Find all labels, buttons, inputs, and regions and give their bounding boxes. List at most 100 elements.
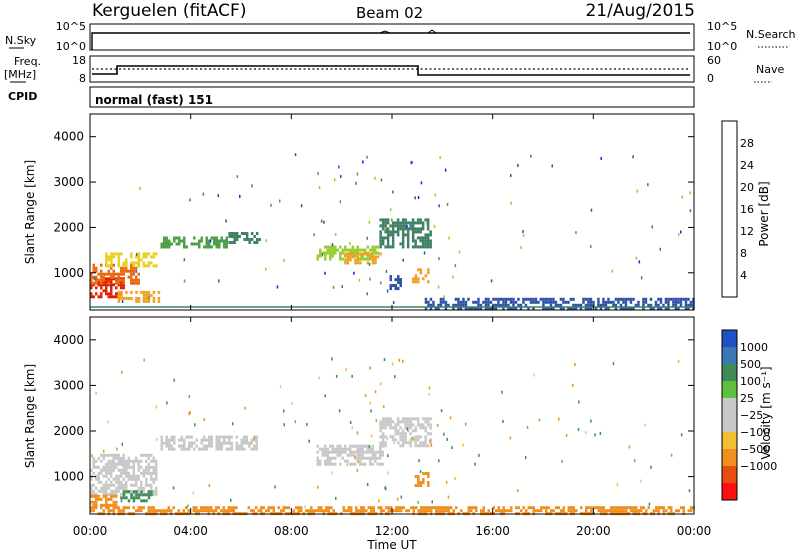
power-cell <box>132 266 135 270</box>
velocity-cell <box>450 506 453 510</box>
velocity-cell <box>475 506 478 510</box>
power-cell <box>117 278 120 282</box>
power-cell <box>419 218 422 222</box>
velocity-cell <box>349 447 352 451</box>
station-title: Kerguelen (fitACF) <box>92 1 246 21</box>
velocity-cell <box>371 447 374 451</box>
velocity-cell <box>412 509 415 513</box>
velocity-cell <box>359 459 362 463</box>
power-cell <box>559 306 563 310</box>
power-cell <box>331 245 334 249</box>
power-cell <box>462 303 465 307</box>
power-cell <box>147 290 151 294</box>
power-cell <box>401 242 405 246</box>
velocity-echo <box>335 374 338 378</box>
power-cell <box>509 300 513 304</box>
power-cell <box>120 272 123 276</box>
velocity-cell <box>392 509 395 513</box>
power-cell <box>539 297 543 301</box>
power-cell <box>689 300 693 304</box>
power-cell <box>381 227 385 231</box>
velocity-cell <box>396 432 400 436</box>
power-cell <box>386 230 390 234</box>
power-cell <box>619 297 623 301</box>
velocity-cell <box>280 509 283 513</box>
velocity-cell <box>245 441 248 445</box>
power-cell <box>512 303 515 307</box>
velocity-cell <box>397 506 400 510</box>
power-cell <box>582 297 585 301</box>
power-cell <box>100 263 103 267</box>
power-cell <box>659 300 663 304</box>
velocity-cell <box>395 506 398 510</box>
velocity-cell <box>409 441 412 445</box>
power-cell <box>672 303 675 307</box>
velocity-cell <box>404 423 407 427</box>
power-cell <box>406 227 410 231</box>
velocity-cell <box>152 471 155 475</box>
power-cell <box>135 275 138 279</box>
power-cell <box>637 303 640 307</box>
velocity-cell <box>122 509 125 513</box>
velocity-cell <box>90 489 93 493</box>
power-cell <box>397 287 400 291</box>
velocity-cell <box>607 509 610 513</box>
nsky-tick-bottom: 10^0 <box>56 40 86 53</box>
velocity-cell <box>170 435 173 439</box>
power-echo <box>392 301 395 304</box>
power-cell <box>469 306 473 310</box>
velocity-cell <box>125 483 128 487</box>
velocity-cell <box>420 509 423 513</box>
velocity-cell <box>680 506 683 510</box>
velocity-cell <box>222 509 225 513</box>
power-echo <box>632 155 634 159</box>
velocity-cell <box>183 441 186 445</box>
velocity-cell <box>376 462 379 466</box>
velocity-echo <box>558 417 560 421</box>
power-cell <box>679 303 683 307</box>
velocity-cell <box>195 438 198 442</box>
velocity-cell <box>107 486 110 490</box>
velocity-cell <box>185 447 188 451</box>
power-cell <box>532 297 535 301</box>
velocity-cell <box>366 456 369 460</box>
velocity-cell <box>416 417 420 421</box>
velocity-cell <box>320 509 323 513</box>
velocity-cell <box>97 494 100 498</box>
power-cell <box>319 248 322 252</box>
velocity-cell <box>467 509 470 513</box>
velocity-cell <box>150 474 153 478</box>
velocity-echo <box>438 459 440 463</box>
power-cell <box>509 297 513 301</box>
velocity-cell <box>215 438 218 442</box>
velocity-cell <box>150 486 153 490</box>
velocity-cell <box>540 509 543 513</box>
velocity-cell <box>172 506 175 510</box>
power-cell <box>90 292 93 296</box>
velocity-cell <box>424 420 427 424</box>
power-echo <box>391 218 393 222</box>
velocity-cell <box>122 459 125 463</box>
velocity-cell <box>379 453 382 457</box>
velocity-cell <box>542 506 545 510</box>
power-cell <box>170 242 173 246</box>
velocity-cell <box>215 444 218 448</box>
velocity-cell <box>207 506 210 510</box>
velocity-cell <box>137 468 140 472</box>
power-cell <box>127 296 131 300</box>
velocity-cell <box>507 509 510 513</box>
velocity-colorbar-segment <box>722 381 737 399</box>
power-cell <box>409 227 412 231</box>
power-cell <box>547 300 550 304</box>
power-cell <box>100 275 103 279</box>
velocity-cell <box>230 447 233 451</box>
velocity-cell <box>381 417 385 421</box>
velocity-cell <box>105 503 108 507</box>
power-cell <box>160 242 163 246</box>
power-cell <box>356 245 359 249</box>
velocity-cell <box>107 477 110 481</box>
power-cell <box>397 275 400 279</box>
velocity-echo <box>354 455 356 459</box>
velocity-echo <box>357 460 360 464</box>
power-echo <box>517 164 519 167</box>
